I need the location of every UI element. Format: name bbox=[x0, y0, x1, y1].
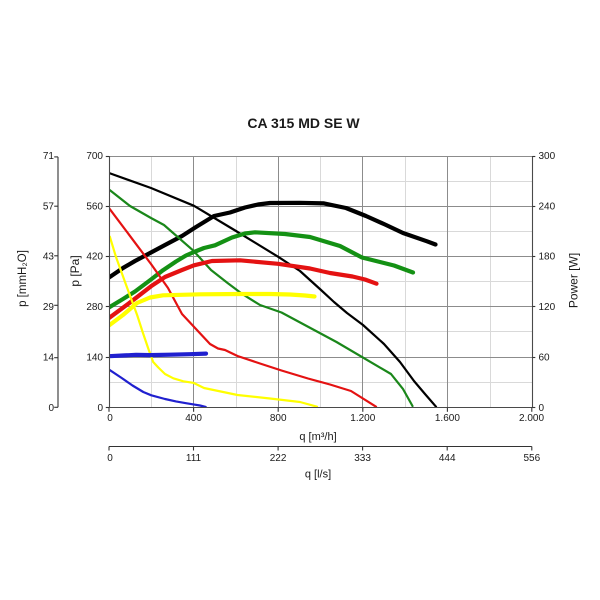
svg-text:57: 57 bbox=[43, 201, 55, 212]
svg-text:p [mmH₂O]: p [mmH₂O] bbox=[17, 250, 29, 307]
svg-text:444: 444 bbox=[439, 453, 456, 464]
svg-text:1.600: 1.600 bbox=[435, 413, 460, 424]
svg-text:14: 14 bbox=[43, 352, 55, 363]
svg-text:43: 43 bbox=[43, 252, 55, 263]
svg-text:60: 60 bbox=[539, 352, 551, 363]
svg-text:1.200: 1.200 bbox=[350, 413, 375, 424]
svg-text:280: 280 bbox=[86, 302, 103, 313]
svg-text:300: 300 bbox=[539, 151, 556, 162]
svg-text:140: 140 bbox=[86, 352, 103, 363]
svg-text:p [Pa]: p [Pa] bbox=[68, 255, 82, 286]
svg-text:222: 222 bbox=[270, 453, 287, 464]
svg-text:0: 0 bbox=[97, 403, 103, 414]
svg-text:560: 560 bbox=[86, 201, 103, 212]
svg-text:556: 556 bbox=[523, 453, 540, 464]
svg-text:q [m³/h]: q [m³/h] bbox=[299, 431, 336, 443]
svg-text:700: 700 bbox=[86, 151, 103, 162]
svg-text:0: 0 bbox=[107, 413, 113, 424]
svg-text:120: 120 bbox=[539, 302, 556, 313]
svg-text:2.000: 2.000 bbox=[519, 413, 544, 424]
svg-text:800: 800 bbox=[270, 413, 287, 424]
svg-text:CA 315 MD SE W: CA 315 MD SE W bbox=[247, 115, 360, 131]
svg-text:Power [W]: Power [W] bbox=[567, 253, 581, 308]
svg-text:0: 0 bbox=[539, 403, 545, 414]
svg-text:333: 333 bbox=[354, 453, 371, 464]
svg-text:111: 111 bbox=[186, 453, 202, 464]
svg-text:400: 400 bbox=[185, 413, 202, 424]
svg-text:240: 240 bbox=[539, 201, 556, 212]
svg-text:29: 29 bbox=[43, 302, 55, 313]
svg-text:0: 0 bbox=[48, 403, 54, 414]
svg-text:0: 0 bbox=[107, 453, 113, 464]
svg-text:q [l/s]: q [l/s] bbox=[305, 469, 331, 481]
svg-text:71: 71 bbox=[43, 151, 55, 162]
svg-text:180: 180 bbox=[539, 252, 556, 263]
svg-text:420: 420 bbox=[86, 252, 103, 263]
